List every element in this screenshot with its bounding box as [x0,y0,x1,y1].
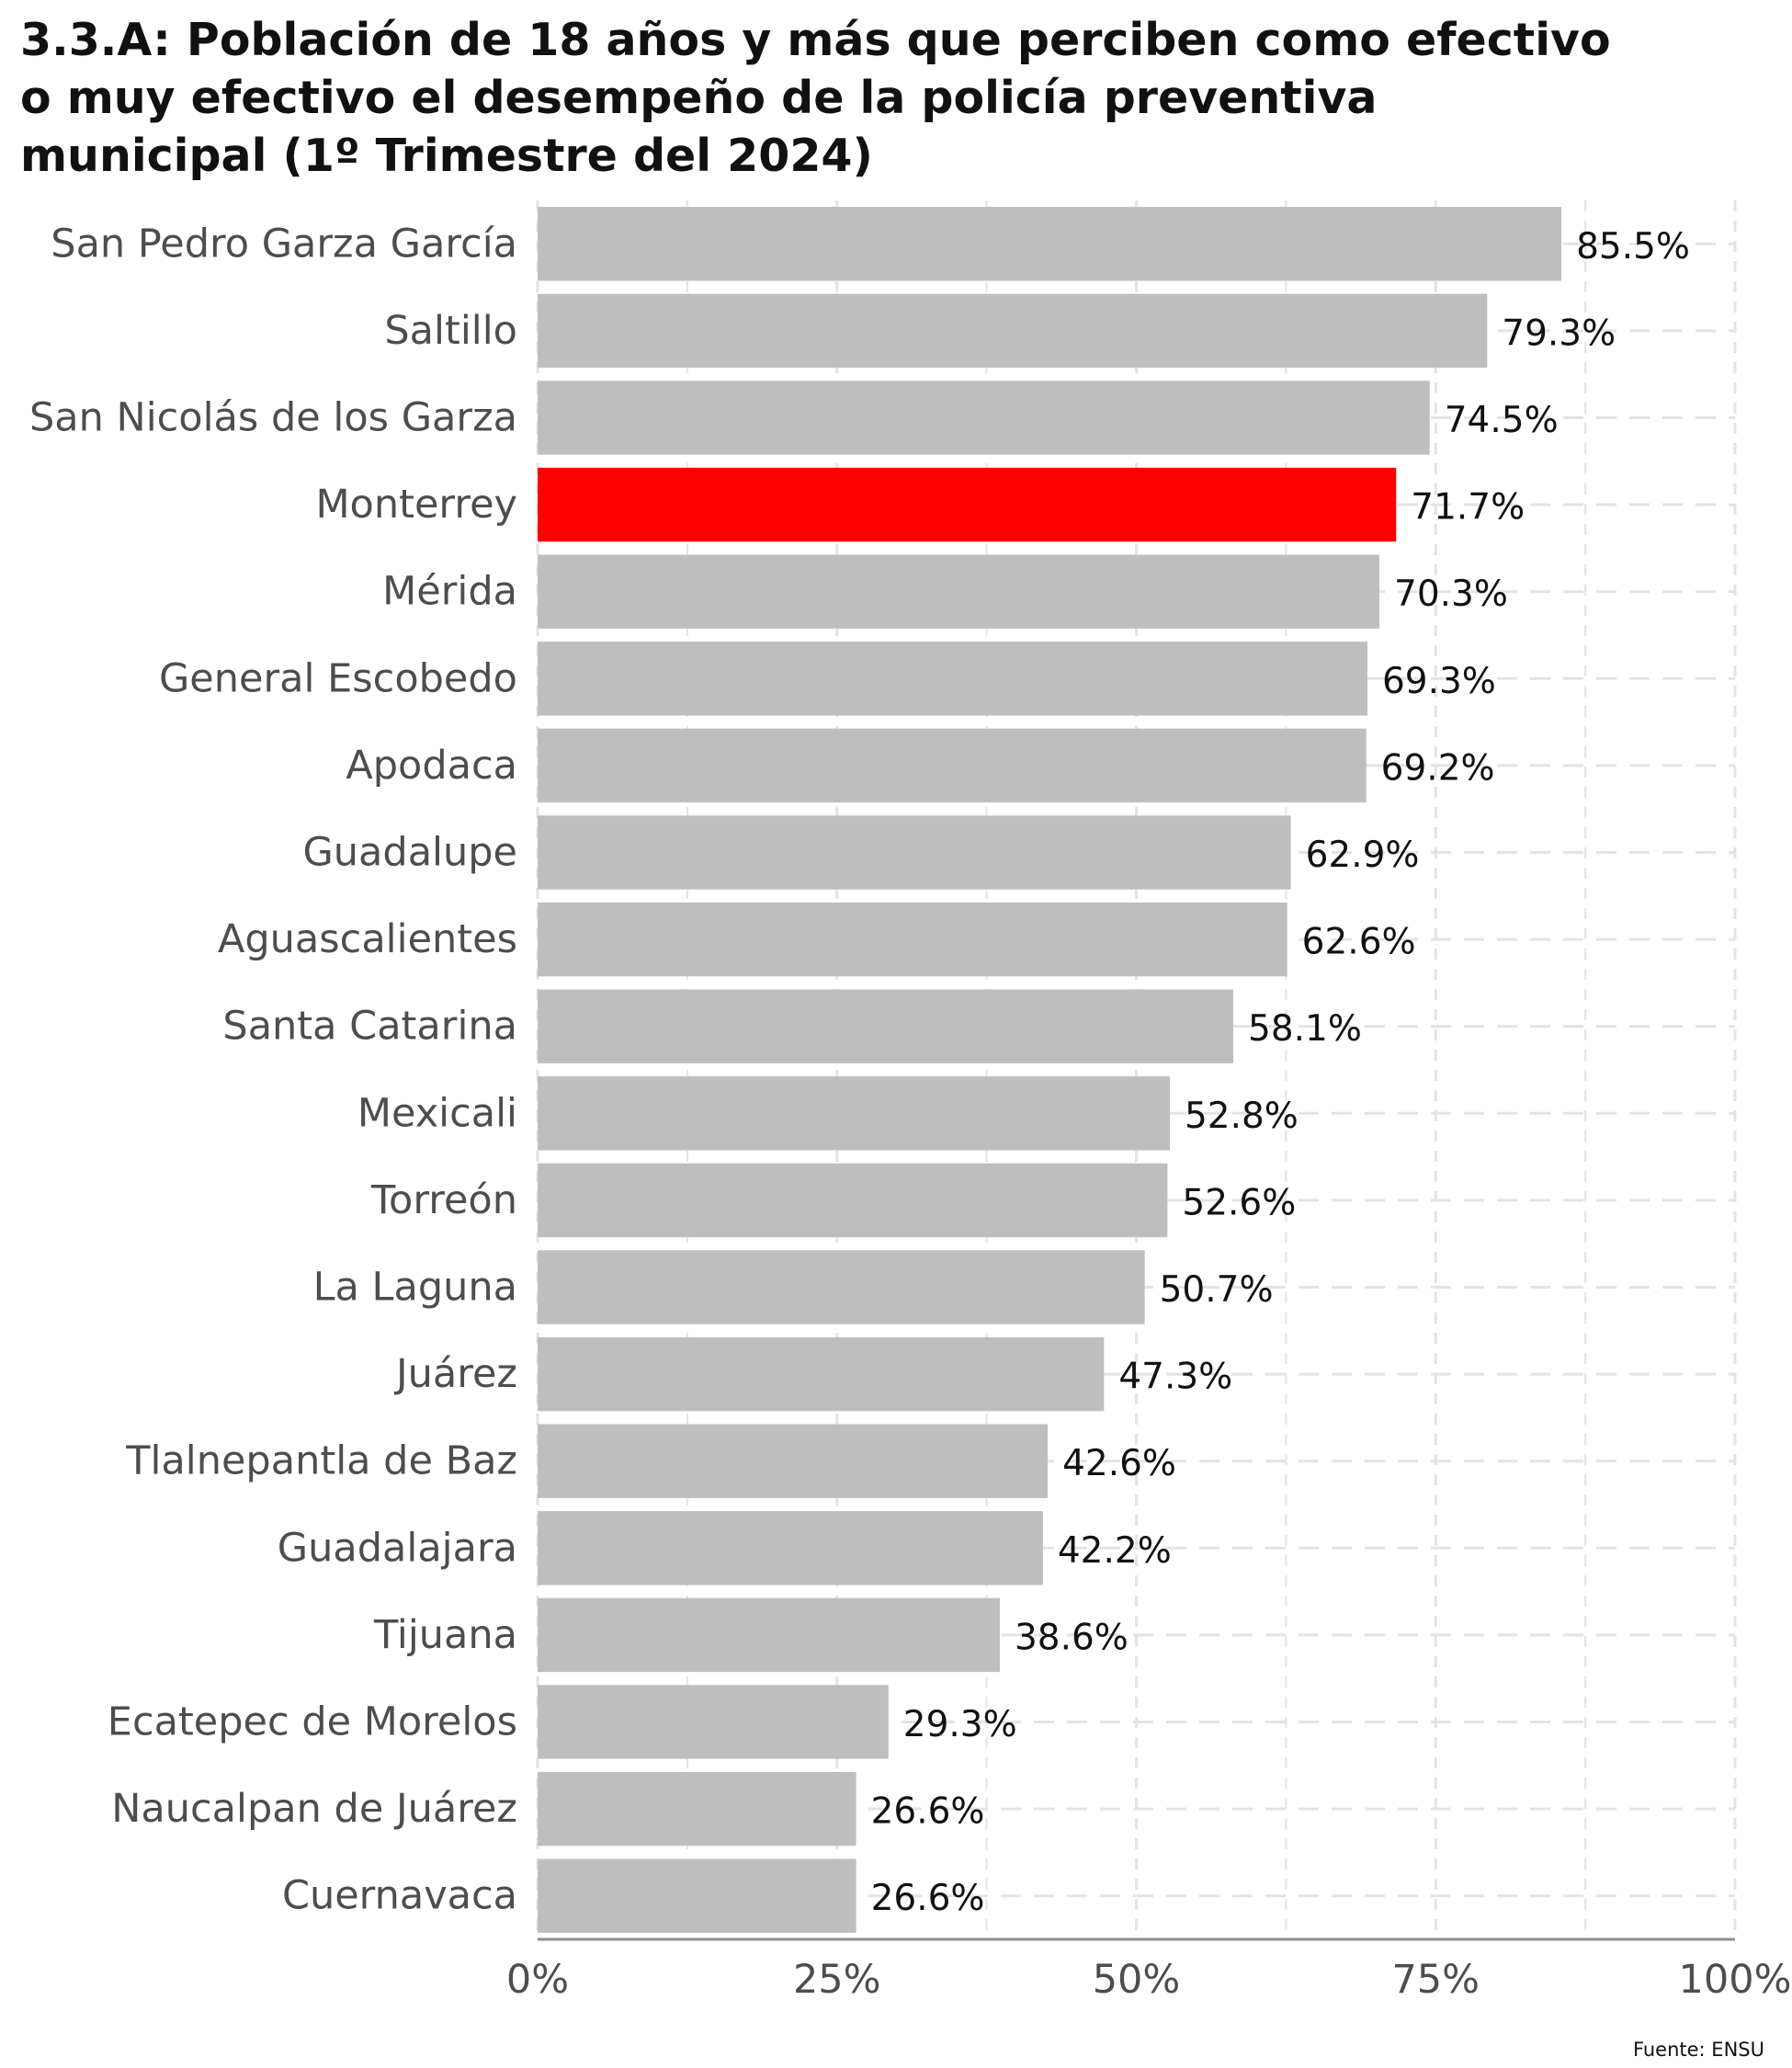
value-label: 62.6% [1302,922,1416,963]
x-axis: 0% 25% 50% 75% 100% [506,1937,1792,2003]
bar [538,642,1367,716]
category-label: San Nicolás de los Garza [29,395,517,441]
category-label: Mérida [382,569,517,615]
bar [538,293,1488,369]
chart-title-line-3: municipal (1º Trimestre del 2024) [20,130,873,182]
bars [538,207,1562,1933]
bar [538,554,1380,629]
value-labels: 85.5% 79.3% 74.5% 71.7% 70.3% 69.3% 69.2% 62.9%… [871,226,1690,1919]
value-label: 47.3% [1118,1357,1232,1398]
bar [538,1858,856,1933]
category-label: Ecatepec de Morelos [108,1699,517,1745]
bar [538,1511,1043,1585]
category-label: Apodaca [346,743,517,789]
bar [538,1163,1168,1238]
bar [538,1250,1145,1324]
value-label: 29.3% [903,1704,1017,1745]
category-label: Guadalupe [302,830,517,876]
value-label: 52.8% [1185,1096,1299,1137]
category-label: Naucalpan de Juárez [111,1786,517,1832]
category-label: Santa Catarina [222,1004,517,1050]
chart-title-line-1: 3.3.A: Población de 18 años y más que pe… [20,14,1611,66]
bar [538,1771,856,1846]
chart-title: 3.3.A: Población de 18 años y más que pe… [20,11,1611,185]
value-label: 52.6% [1182,1182,1296,1223]
bar [538,1336,1105,1412]
category-label: Torreón [370,1177,517,1223]
category-label: Saltillo [384,308,517,354]
bar [538,1076,1170,1151]
category-label: Guadalajara [278,1525,517,1571]
value-label: 58.1% [1248,1008,1362,1050]
bar [538,1424,1049,1498]
bar [538,1685,889,1759]
bar [538,815,1291,890]
chart-title-line-2: o muy efectivo el desempeño de la policí… [20,72,1378,124]
value-label: 42.6% [1062,1443,1176,1484]
value-label: 42.2% [1058,1530,1172,1572]
category-label: Mexicali [357,1090,517,1136]
bar [538,902,1287,977]
category-label: Juárez [393,1351,517,1397]
value-label: 62.9% [1306,835,1420,876]
category-label: General Escobedo [159,655,517,701]
value-label: 74.5% [1445,400,1559,441]
category-label: La Laguna [313,1265,517,1311]
value-label: 50.7% [1160,1269,1274,1311]
bar [538,1597,1000,1673]
bar [538,728,1367,803]
category-labels: San Pedro Garza García Saltillo San Nicolá… [29,221,517,1918]
x-tick-label: 100% [1679,1957,1792,2003]
value-label: 69.3% [1382,661,1496,702]
category-label: Tlalnepantla de Baz [125,1438,517,1484]
value-label: 79.3% [1502,312,1616,354]
x-tick-label: 0% [506,1957,569,2003]
bar [538,207,1562,281]
x-tick-label: 25% [793,1957,881,2003]
value-label: 38.6% [1015,1617,1129,1658]
source-note: Fuente: ENSU [1632,2039,1764,2061]
category-label: Monterrey [315,482,517,528]
value-label: 70.3% [1394,574,1508,615]
category-label: Cuernavaca [282,1873,517,1919]
category-label: Tijuana [373,1612,517,1658]
x-tick-label: 50% [1093,1957,1181,2003]
bar-highlight [538,467,1397,542]
gridlines [536,200,1737,1939]
value-label: 26.6% [871,1878,985,1919]
category-label: San Pedro Garza García [51,221,517,267]
value-label: 71.7% [1411,487,1525,528]
category-label: Aguascalientes [218,916,517,962]
value-label: 26.6% [871,1791,985,1833]
value-label: 69.2% [1381,747,1495,789]
value-label: 85.5% [1576,226,1690,267]
bar [538,381,1430,455]
x-tick-label: 75% [1391,1957,1480,2003]
bar [538,989,1234,1063]
